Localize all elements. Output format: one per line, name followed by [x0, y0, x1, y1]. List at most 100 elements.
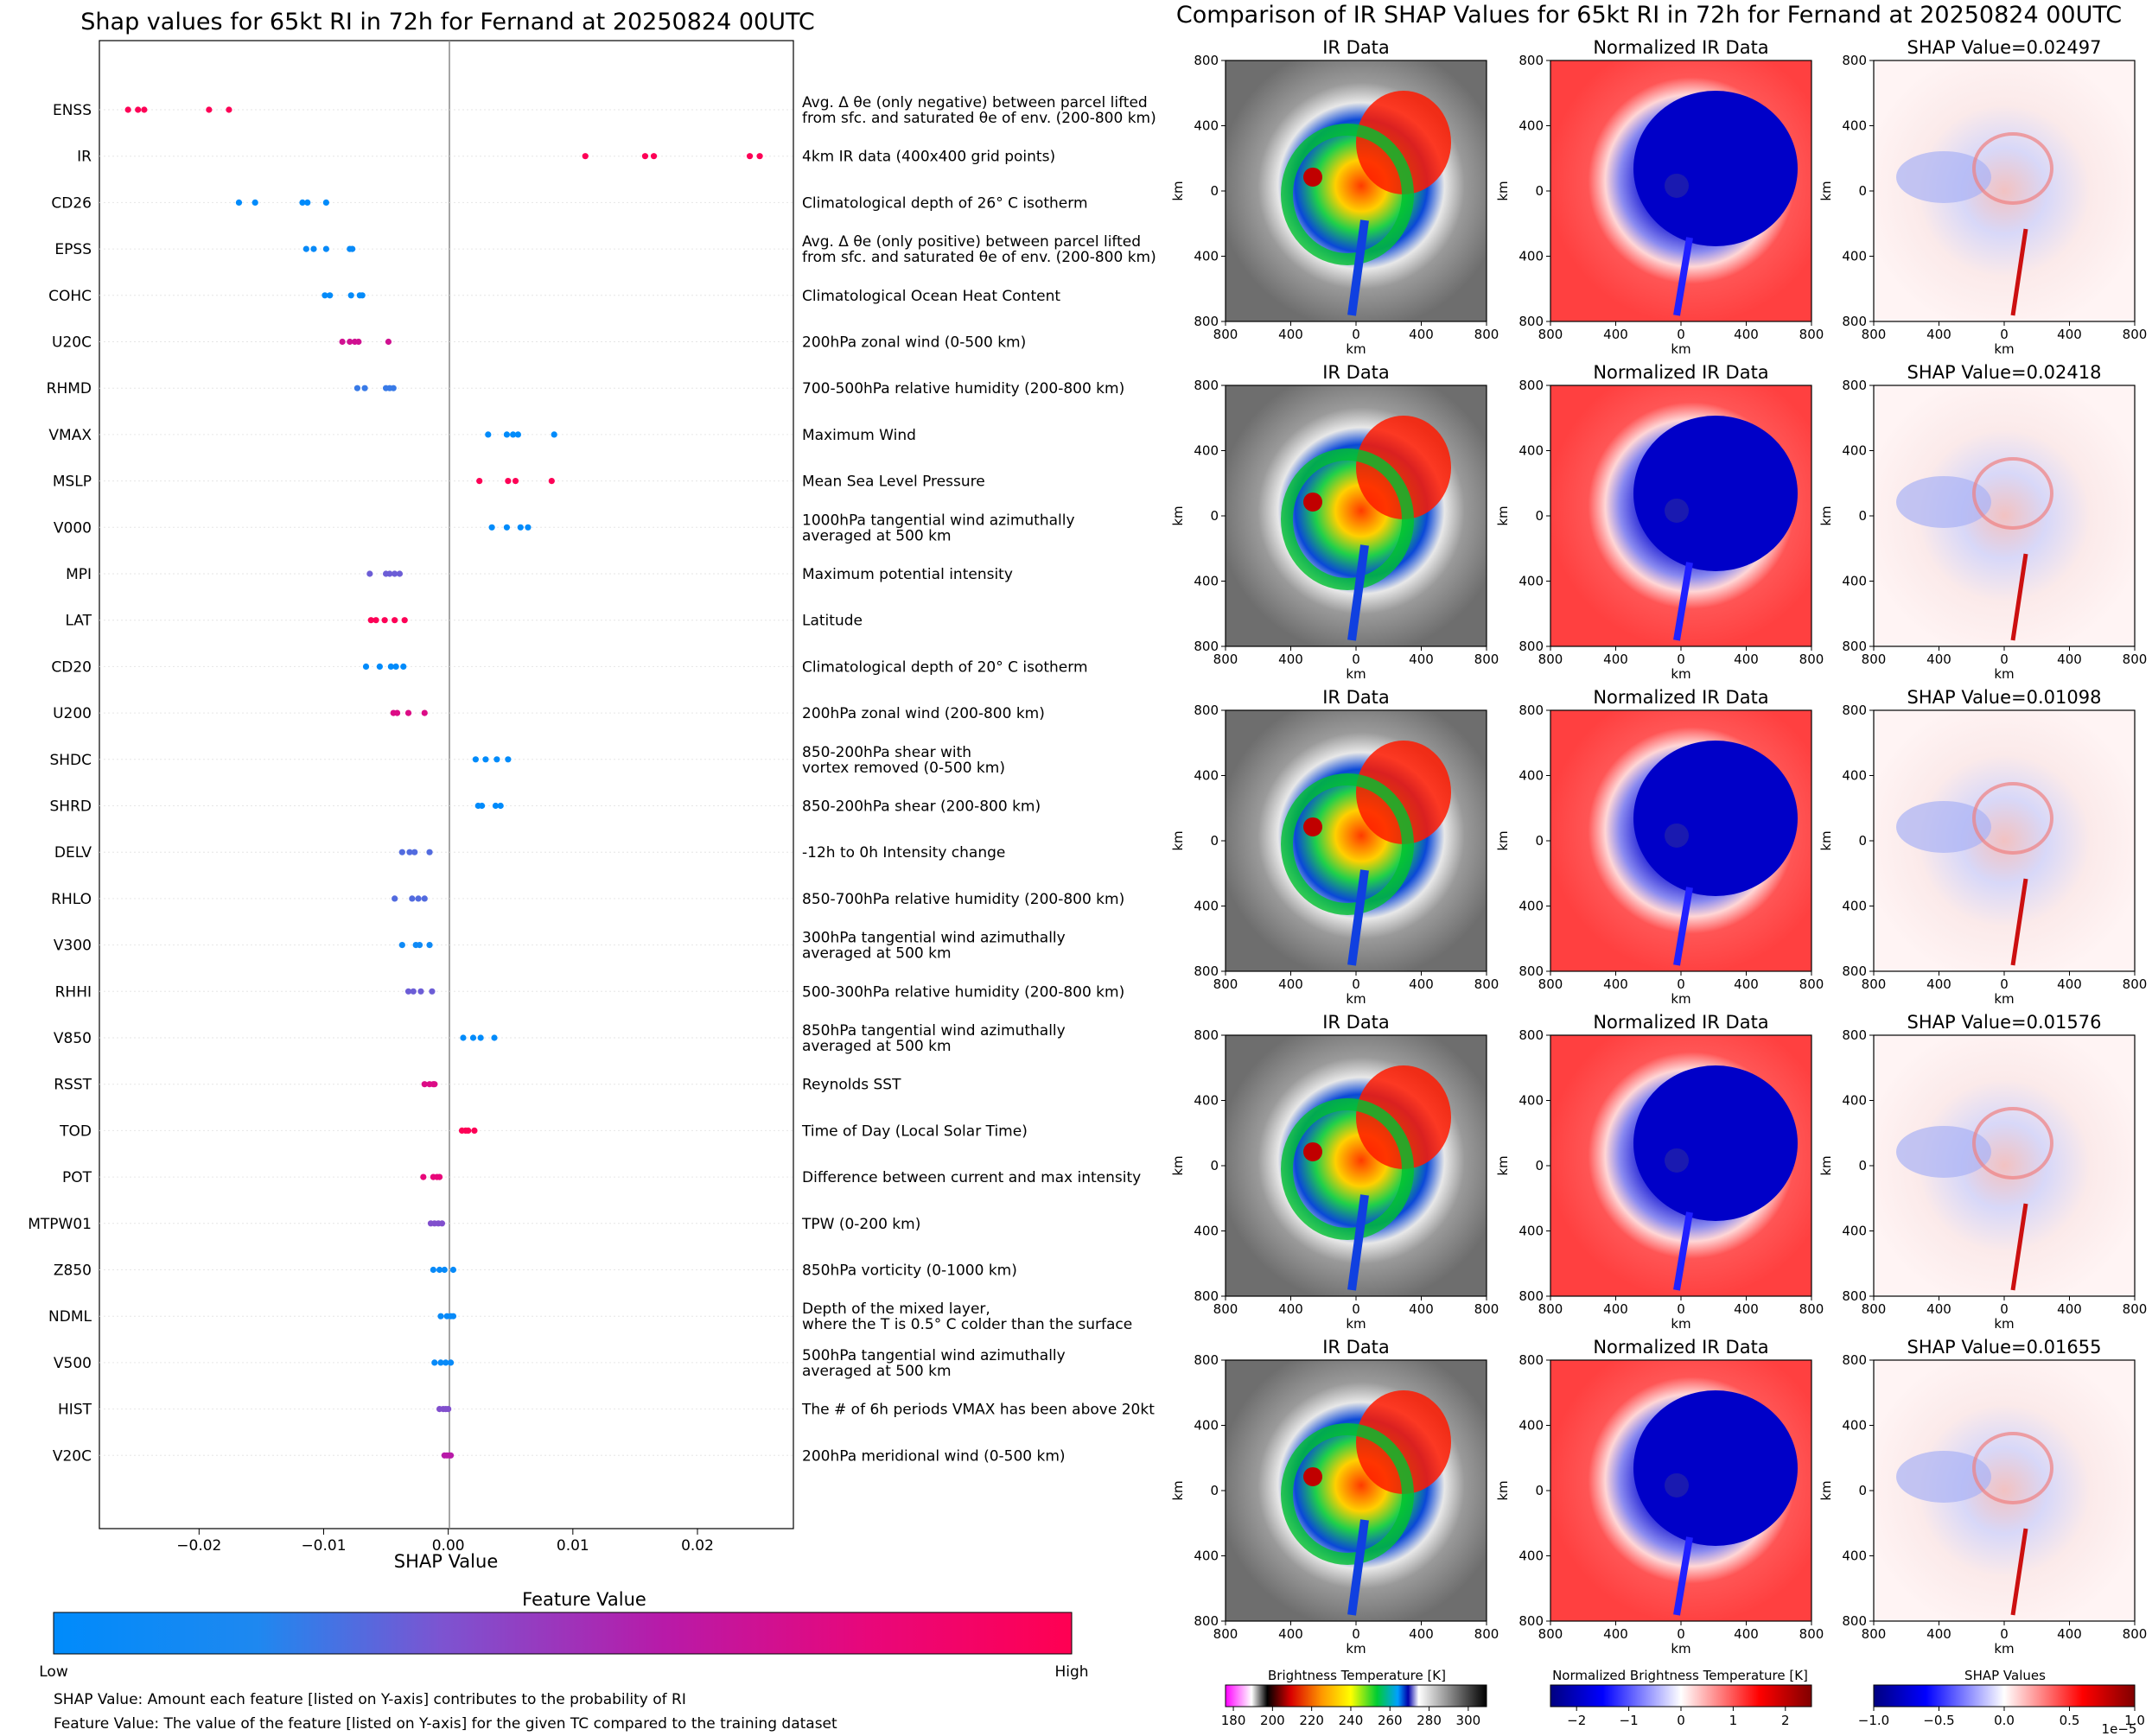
- shap-plot-frame: [99, 40, 794, 1529]
- colorbar-tick-label: 0.5: [2060, 1713, 2080, 1728]
- shap-point: [347, 292, 354, 299]
- y-tick-label: 800: [1518, 314, 1544, 329]
- y-tick-label: 800: [1842, 53, 1867, 68]
- x-tick-label: 800: [1799, 1626, 1824, 1642]
- rainband: [1281, 773, 1414, 915]
- shap-point: [322, 199, 329, 206]
- shap-point: [349, 245, 356, 252]
- feature-row-cohc: COHC Climatological Ocean Heat Content: [48, 288, 1060, 305]
- feature-description: Difference between current and max inten…: [802, 1169, 1141, 1186]
- shap-point: [416, 942, 423, 949]
- feature-description: vortex removed (0-500 km): [802, 760, 1005, 777]
- feature-name: RSST: [54, 1077, 92, 1094]
- feature-value-colorbar: [53, 1612, 1073, 1655]
- x-tick-label: 400: [2057, 652, 2082, 667]
- y-tick-label: 400: [1842, 118, 1867, 134]
- feature-row-v500: V500 500hPa tangential wind azimuthallyav…: [54, 1347, 1066, 1380]
- feature-row-u20c: U20C 200hPa zonal wind (0-500 km): [52, 334, 1026, 352]
- shap-point: [436, 1173, 443, 1180]
- feature-description: 4km IR data (400x400 grid points): [802, 149, 1055, 166]
- feature-row-mtpw01: MTPW01 TPW (0-200 km): [28, 1216, 920, 1233]
- y-tick-label: 0: [1535, 183, 1544, 199]
- cold-cloud-region: [1633, 415, 1798, 571]
- colorbar-tick-label: 0.0: [1994, 1713, 2015, 1728]
- x-tick-label: 400: [1926, 327, 1951, 342]
- x-tick-label: 400: [2057, 1301, 2082, 1317]
- y-tick-label: 800: [1842, 1288, 1867, 1304]
- colorbar-high-label: High: [1054, 1663, 1088, 1681]
- x-tick-label: −0.01: [301, 1537, 346, 1555]
- feature-description: averaged at 500 km: [802, 527, 952, 544]
- x-tick-label: 800: [1799, 327, 1824, 342]
- feature-row-v850: V850 850hPa tangential wind azimuthallyav…: [54, 1022, 1066, 1055]
- shap-point: [361, 385, 368, 391]
- shap-point: [398, 849, 405, 855]
- x-tick-label: 400: [1409, 327, 1434, 342]
- x-tick-label: 0: [1352, 652, 1360, 667]
- right-title: Comparison of IR SHAP Values for 65kt RI…: [1176, 2, 2122, 29]
- convective-core: [1356, 90, 1451, 194]
- shap-point: [206, 106, 213, 113]
- x-tick-label: 800: [1538, 327, 1563, 342]
- feature-name: U20C: [52, 334, 92, 352]
- shap-point: [302, 245, 309, 252]
- x-tick-label: 800: [1862, 327, 1887, 342]
- shap-point: [421, 709, 428, 716]
- shap-point: [396, 570, 404, 577]
- x-axis-label: km: [1994, 666, 2014, 682]
- x-tick-label: 400: [1734, 1301, 1759, 1317]
- shap-point: [505, 478, 512, 485]
- band-tail: [1673, 237, 1693, 316]
- band-tail: [1347, 869, 1369, 966]
- x-tick-label: 0: [2000, 976, 2009, 992]
- feature-name: CD26: [51, 194, 92, 212]
- x-tick-label: 0.02: [681, 1537, 714, 1555]
- colorbar-tick-label: 2: [1781, 1713, 1790, 1728]
- shap-point: [505, 756, 512, 763]
- panel-title: Normalized IR Data: [1593, 687, 1768, 708]
- x-tick-label: 400: [2057, 976, 2082, 992]
- y-tick-label: 800: [1194, 1288, 1219, 1304]
- shap-point: [460, 1034, 467, 1041]
- feature-name: TOD: [59, 1122, 92, 1140]
- feature-row-z850: Z850 850hPa vorticity (0-1000 km): [54, 1262, 1017, 1280]
- x-tick-label: 0: [2000, 652, 2009, 667]
- shap-point: [441, 1266, 448, 1274]
- x-tick-label: 800: [1474, 976, 1499, 992]
- x-tick-label: 800: [2123, 1626, 2148, 1642]
- band-tail: [1347, 1194, 1369, 1291]
- feature-name: U200: [53, 705, 92, 722]
- x-tick-label: 400: [1603, 1301, 1628, 1317]
- shap-point: [482, 756, 489, 763]
- y-tick-label: 800: [1194, 963, 1219, 979]
- y-tick-label: 800: [1842, 963, 1867, 979]
- feature-description: 200hPa zonal wind (0-500 km): [802, 334, 1026, 352]
- x-axis-label: km: [1346, 341, 1366, 357]
- shap-point: [135, 106, 142, 113]
- shap-point: [641, 153, 649, 160]
- y-tick-label: 400: [1194, 768, 1219, 784]
- y-tick-label: 800: [1518, 1027, 1544, 1043]
- shap-point: [478, 802, 486, 810]
- feature-name: V500: [54, 1355, 92, 1372]
- feature-description: Latitude: [802, 613, 863, 630]
- shap-point: [503, 524, 511, 531]
- shap-point: [353, 385, 361, 391]
- y-tick-label: 400: [1194, 118, 1219, 134]
- y-axis-label: km: [1818, 1155, 1834, 1175]
- feature-rows: ENSS Avg. Δ θe (only negative) between pa…: [28, 94, 1156, 1465]
- cold-cloud-region: [1633, 1389, 1798, 1546]
- x-axis-label: km: [1994, 1641, 2014, 1657]
- map-panel-r4-c3: SHAP Value=0.015768008004004000040040080…: [1818, 1012, 2147, 1332]
- convective-core: [1356, 1065, 1451, 1169]
- y-tick-label: 800: [1194, 703, 1219, 718]
- negative-shap-area: [1896, 150, 1991, 203]
- feature-row-hist: HIST The # of 6h periods VMAX has been ab…: [58, 1402, 1155, 1419]
- x-axis-label: km: [1994, 991, 2014, 1007]
- x-ticks: −0.02 −0.01 0.00 0.01 0.02: [176, 1529, 714, 1555]
- feature-description: 700-500hPa relative humidity (200-800 km…: [802, 380, 1124, 397]
- y-tick-label: 400: [1518, 1093, 1544, 1109]
